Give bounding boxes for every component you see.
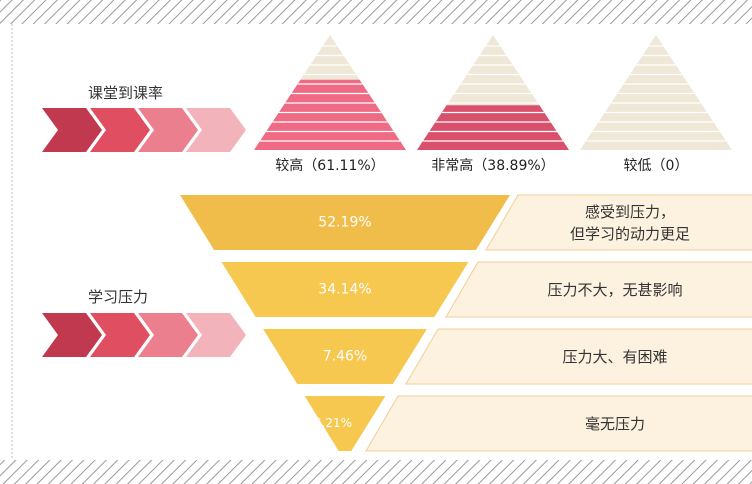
chevron [42,108,102,152]
value-label: （0） [652,158,689,174]
funnel-segment [304,396,386,451]
hatch-band [0,0,752,24]
category-label: 感受到压力， 但学习的动力更足 [569,202,691,243]
funnel-segment [221,262,469,317]
hatch-band [0,460,752,484]
category-label: 较低 [624,158,652,174]
label-box [365,395,752,452]
pyramid-base [580,35,732,150]
category-label: 压力不大，无甚影响 [547,280,683,299]
chevron [138,108,198,152]
value-label: （38.89%） [473,158,554,174]
pyramid-label: 较低（0） [624,158,689,174]
value-label: 52.19% [318,215,371,231]
section-title: 课堂到课率 [88,84,163,102]
value-label: 6.21% [314,416,352,430]
label-box [405,328,752,385]
pyramid-label: 非常高（38.89%） [431,157,554,174]
chevron [90,108,150,152]
chevron [186,313,246,357]
section-title: 学习压力 [88,288,148,306]
pyramid-fill [417,105,569,150]
category-label: 压力大、有困难 [562,347,668,366]
funnel-segment [263,329,427,384]
pyramid-fill [254,79,406,150]
category-label: 非常高 [431,157,473,174]
pyramid-label: 较高（61.11%） [275,157,384,174]
value-label: 7.46% [323,349,367,365]
chevron [42,313,102,357]
category-label: 毫无压力 [584,414,646,433]
chevron [138,313,198,357]
label-box [445,261,752,318]
category-label: 较高 [275,157,303,174]
value-label: （61.11%） [303,158,384,174]
value-label: 34.14% [318,282,371,298]
funnel-segment [180,195,510,250]
chevron [186,108,246,152]
chevron [90,313,150,357]
label-box [485,194,752,251]
